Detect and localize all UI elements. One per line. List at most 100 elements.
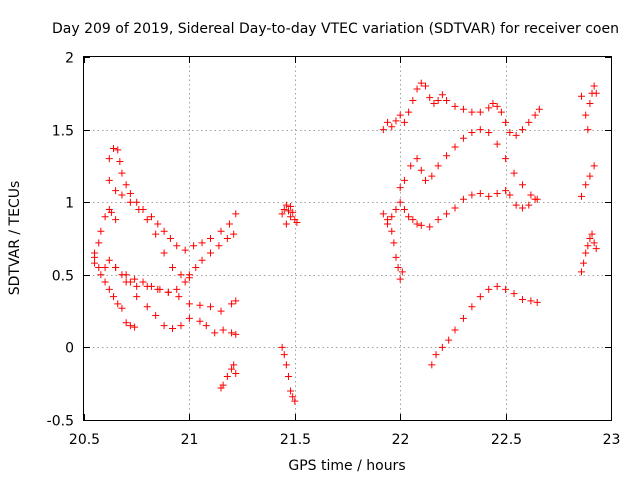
series-arc-11 xyxy=(278,201,301,228)
data-point xyxy=(217,227,225,235)
plot-frame xyxy=(83,56,612,421)
data-point xyxy=(225,220,233,228)
data-point xyxy=(280,351,288,359)
data-point xyxy=(177,322,185,330)
data-point xyxy=(388,123,396,131)
data-point xyxy=(443,210,451,218)
data-point xyxy=(139,278,147,286)
data-point xyxy=(417,79,425,87)
data-point xyxy=(430,99,438,107)
data-point xyxy=(291,397,299,405)
data-point xyxy=(91,249,99,257)
data-point xyxy=(417,221,425,229)
data-point xyxy=(445,336,453,344)
y-tick-label: 0 xyxy=(65,341,74,357)
data-point xyxy=(396,275,404,283)
data-point xyxy=(392,253,400,261)
data-point xyxy=(459,314,467,322)
data-point xyxy=(518,204,526,212)
data-point xyxy=(91,259,99,267)
data-point xyxy=(147,213,155,221)
data-point xyxy=(396,111,404,119)
data-point xyxy=(497,108,505,116)
data-point xyxy=(101,213,109,221)
data-point xyxy=(476,189,484,197)
series-arc-14 xyxy=(379,187,539,231)
data-point xyxy=(468,191,476,199)
data-point xyxy=(282,201,290,209)
data-point xyxy=(105,155,113,163)
data-point xyxy=(280,205,288,213)
x-tick-label: 22 xyxy=(392,432,410,448)
data-point xyxy=(95,239,103,247)
data-point xyxy=(400,118,408,126)
data-point xyxy=(110,293,118,301)
data-point xyxy=(143,216,151,224)
data-point xyxy=(289,393,297,401)
data-point xyxy=(379,126,387,134)
data-point xyxy=(527,191,535,199)
data-point xyxy=(287,213,295,221)
x-tick-label: 21 xyxy=(181,432,199,448)
data-point xyxy=(390,239,398,247)
data-point xyxy=(114,146,122,154)
data-point xyxy=(506,191,514,199)
data-point xyxy=(110,144,118,152)
data-point xyxy=(198,256,206,264)
data-point xyxy=(232,370,240,378)
data-point xyxy=(502,285,510,293)
data-point xyxy=(485,129,493,137)
series-arc-10 xyxy=(278,343,299,405)
data-point xyxy=(586,99,594,107)
data-point xyxy=(451,143,459,151)
series-arc-13 xyxy=(384,220,406,283)
data-point xyxy=(152,311,160,319)
x-tick-label: 22.5 xyxy=(491,432,522,448)
data-point xyxy=(282,361,290,369)
data-point xyxy=(489,99,497,107)
data-point xyxy=(118,191,126,199)
data-point xyxy=(510,290,518,298)
data-point xyxy=(413,155,421,163)
data-point xyxy=(468,108,476,116)
data-point xyxy=(443,97,451,105)
data-point xyxy=(438,91,446,99)
data-point xyxy=(126,198,134,206)
data-point xyxy=(101,278,109,286)
data-point xyxy=(485,285,493,293)
data-point xyxy=(584,242,592,250)
data-point xyxy=(584,126,592,134)
data-point xyxy=(510,169,518,177)
data-point xyxy=(476,108,484,116)
data-point xyxy=(434,216,442,224)
series-arc-7 xyxy=(122,278,240,338)
series-arc-17 xyxy=(577,82,600,134)
data-point xyxy=(154,285,162,293)
data-point xyxy=(185,300,193,308)
data-point xyxy=(114,300,122,308)
data-point xyxy=(379,210,387,218)
data-point xyxy=(384,216,392,224)
series-arc-2 xyxy=(91,205,120,257)
data-point xyxy=(506,129,514,137)
data-point xyxy=(400,176,408,184)
data-point xyxy=(118,304,126,312)
data-point xyxy=(284,372,292,380)
data-point xyxy=(206,303,214,311)
data-point xyxy=(133,293,141,301)
data-point xyxy=(198,239,206,247)
data-point xyxy=(476,126,484,134)
data-point xyxy=(426,94,434,102)
data-point xyxy=(219,326,227,334)
data-point xyxy=(392,117,400,125)
data-point xyxy=(166,235,174,242)
data-point xyxy=(405,213,413,221)
data-point xyxy=(438,343,446,351)
data-point xyxy=(133,198,141,206)
data-point xyxy=(485,192,493,200)
data-point xyxy=(105,256,113,264)
data-points xyxy=(91,79,600,405)
data-point xyxy=(388,227,396,235)
x-tick-label: 21.5 xyxy=(280,432,311,448)
data-point xyxy=(405,108,413,116)
